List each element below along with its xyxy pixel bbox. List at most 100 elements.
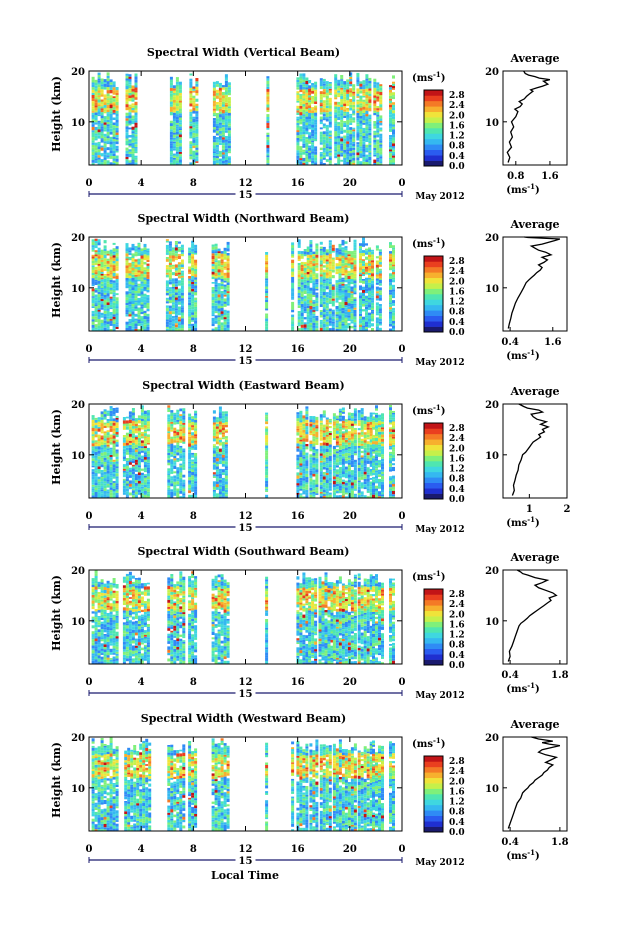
heatmap-cell — [389, 256, 392, 260]
heatmap-cell — [91, 95, 95, 99]
heatmap-cell — [131, 115, 135, 119]
heatmap-cell — [375, 293, 379, 296]
heatmap-cell — [352, 155, 356, 158]
heatmap-cell — [322, 274, 326, 278]
heatmap-cell — [305, 97, 309, 100]
heatmap-cell — [334, 131, 338, 133]
heatmap-cell — [125, 138, 129, 141]
heatmap-cell — [265, 494, 269, 498]
heatmap-cell — [167, 439, 171, 443]
heatmap-cell — [122, 420, 126, 424]
heatmap-cell — [170, 471, 174, 474]
heatmap-cell — [302, 126, 306, 130]
heatmap-cell — [131, 97, 135, 100]
heatmap-cell — [128, 288, 132, 292]
heatmap-cell — [194, 440, 198, 443]
heatmap-cell — [322, 301, 326, 305]
heatmap-cell — [91, 319, 95, 322]
heatmap-cell — [140, 420, 144, 423]
heatmap-cell — [131, 314, 135, 317]
heatmap-cell — [100, 472, 104, 476]
heatmap-cell — [128, 433, 132, 437]
heatmap-cell — [350, 264, 354, 268]
heatmap-cell — [299, 480, 303, 483]
heatmap-cell — [137, 285, 141, 288]
heatmap-cell — [335, 271, 339, 275]
heatmap-cell — [182, 467, 186, 470]
heatmap-cell — [106, 258, 110, 261]
heatmap-cell — [214, 295, 218, 299]
heatmap-cell — [373, 106, 377, 108]
heatmap-cell — [337, 133, 341, 136]
heatmap-cell — [177, 264, 181, 268]
heatmap-cell — [212, 87, 216, 91]
heatmap-cell — [322, 103, 326, 106]
heatmap-cell — [306, 321, 310, 325]
heatmap-cell — [344, 311, 348, 315]
heatmap-cell — [306, 257, 310, 260]
heatmap-cell — [306, 288, 310, 292]
heatmap-cell — [128, 467, 132, 471]
heatmap-cell — [350, 311, 354, 314]
heatmap-cell — [115, 308, 119, 312]
heatmap-cell — [312, 313, 316, 316]
heatmap-title: Spectral Width (Vertical Beam) — [147, 46, 340, 59]
heatmap-cell — [215, 438, 219, 442]
heatmap-cell — [337, 154, 341, 157]
heatmap-cell — [392, 162, 395, 165]
heatmap-cell — [350, 254, 354, 258]
heatmap-cell — [334, 141, 338, 144]
heatmap-cell — [347, 275, 351, 279]
heatmap-cell — [349, 151, 353, 153]
heatmap-cell — [112, 492, 116, 496]
heatmap-cell — [311, 96, 315, 100]
heatmap-cell — [131, 452, 135, 456]
heatmap-cell — [109, 128, 113, 132]
heatmap-cell — [168, 263, 172, 265]
heatmap-cell — [131, 153, 135, 157]
heatmap-cell — [100, 286, 104, 288]
heatmap-cell — [194, 494, 198, 498]
heatmap-cell — [137, 448, 141, 452]
heatmap-cell — [379, 104, 383, 108]
heatmap-cell — [192, 130, 196, 133]
heatmap-cell — [134, 263, 138, 265]
heatmap-cell — [140, 488, 144, 492]
heatmap-cell — [191, 254, 195, 257]
heatmap-cell — [215, 478, 219, 482]
x-tick-label: 16 — [291, 178, 305, 189]
heatmap-cell — [359, 120, 363, 124]
heatmap-cell — [349, 88, 353, 91]
heatmap-cell — [344, 275, 348, 278]
heatmap-cell — [265, 448, 269, 451]
heatmap-cell — [182, 422, 186, 425]
heatmap-cell — [315, 282, 319, 285]
heatmap-cell — [341, 301, 345, 305]
heatmap-cell — [106, 260, 110, 264]
heatmap-cell — [322, 163, 326, 165]
heatmap-cell — [356, 104, 360, 108]
heatmap-cell — [122, 448, 126, 451]
heatmap-cell — [328, 100, 332, 103]
heatmap-cell — [297, 324, 301, 327]
heatmap-cell — [115, 293, 119, 296]
heatmap-cell — [146, 481, 150, 485]
heatmap-cell — [224, 109, 228, 113]
heatmap-cell — [359, 253, 362, 256]
heatmap-cell — [221, 413, 225, 416]
heatmap-cell — [373, 95, 377, 98]
heatmap-cell — [115, 311, 119, 314]
heatmap-cell — [325, 319, 329, 322]
heatmap-cell — [170, 421, 174, 424]
heatmap-cell — [131, 319, 135, 323]
heatmap-cell — [175, 95, 179, 98]
heatmap-cell — [170, 429, 174, 432]
heatmap-cell — [175, 97, 179, 101]
heatmap-cell — [103, 447, 107, 450]
heatmap-cell — [131, 88, 135, 92]
heatmap-cell — [188, 424, 192, 428]
heatmap-cell — [191, 276, 195, 280]
heatmap-cell — [195, 108, 199, 112]
heatmap-cell — [188, 466, 192, 469]
heatmap-cell — [115, 266, 119, 269]
